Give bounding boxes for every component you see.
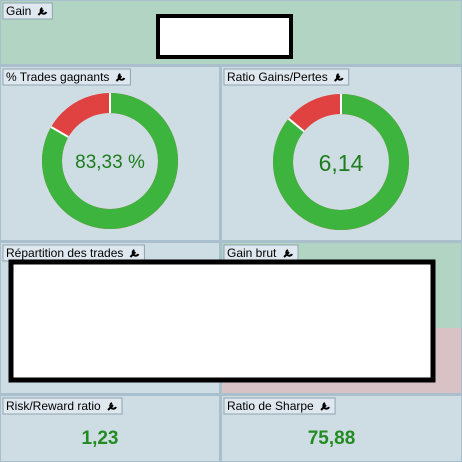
panel-title-box	[2, 397, 123, 415]
donut-value: 6,14	[319, 150, 364, 176]
panel-title-box	[2, 68, 131, 86]
settings-icon[interactable]	[283, 249, 293, 258]
panel-title: % Trades gagnants	[6, 70, 109, 84]
panel-title-box	[223, 68, 350, 86]
panel-title: Gain	[6, 4, 31, 18]
panel-title-box	[2, 2, 53, 20]
settings-icon[interactable]	[320, 402, 330, 411]
panel-title: Ratio de Sharpe	[227, 399, 314, 413]
redaction	[8, 259, 436, 383]
donut-gap	[50, 126, 69, 138]
settings-icon[interactable]	[107, 402, 117, 411]
settings-icon[interactable]	[37, 7, 48, 16]
donut-arc	[273, 94, 409, 230]
donut-gap	[287, 117, 305, 133]
kpi-value: 75,88	[308, 428, 356, 449]
donut-arc	[42, 93, 178, 229]
redaction	[156, 14, 293, 59]
settings-icon[interactable]	[115, 73, 126, 82]
panel-title-box	[223, 397, 336, 415]
panel-title: Répartition des trades	[6, 246, 123, 260]
panel-title: Risk/Reward ratio	[6, 399, 101, 413]
panel-title: Gain brut	[227, 246, 277, 260]
settings-icon[interactable]	[129, 249, 140, 258]
donut-value: 83,33 %	[75, 152, 145, 173]
panel-title: Ratio Gains/Pertes	[227, 70, 328, 84]
kpi-value: 1,23	[82, 428, 119, 449]
settings-icon[interactable]	[334, 73, 344, 82]
